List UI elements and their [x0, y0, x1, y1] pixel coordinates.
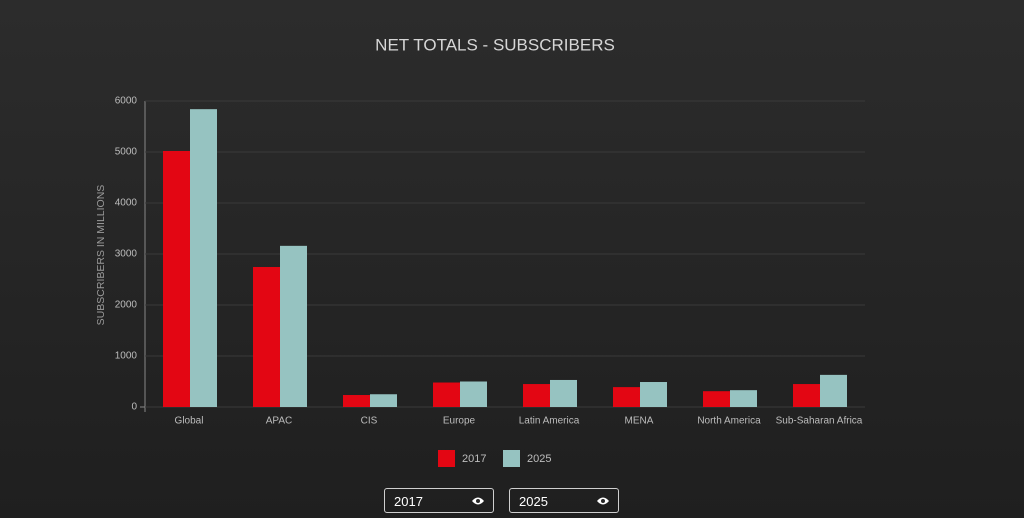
- bar: [163, 150, 190, 408]
- bar: [253, 267, 280, 407]
- bar: [730, 390, 757, 407]
- y-axis-label: SUBSCRIBERS IN MILLIONS: [95, 185, 107, 326]
- bar: [523, 384, 550, 407]
- toggle-label: 2025: [519, 494, 548, 509]
- legend-label: 2025: [527, 453, 551, 465]
- y-tick-label: 1000: [115, 351, 138, 362]
- x-tick-label: Europe: [443, 416, 476, 427]
- chart: NET TOTALS - SUBSCRIBERS SUBSCRIBERS IN …: [95, 35, 865, 467]
- legend-label: 2017: [462, 453, 486, 465]
- x-tick-label: CIS: [361, 416, 378, 427]
- bar: [370, 394, 397, 407]
- y-tick-label: 5000: [115, 147, 138, 158]
- bar: [550, 379, 577, 407]
- x-tick-label: Latin America: [519, 416, 580, 427]
- bar: [793, 384, 820, 407]
- bar: [820, 374, 847, 407]
- legend-swatch: [503, 450, 520, 467]
- x-tick-label: North America: [697, 416, 761, 427]
- bar: [343, 395, 370, 407]
- bar: [703, 391, 730, 407]
- eye-icon: [472, 497, 484, 505]
- x-tick-label: APAC: [266, 416, 293, 427]
- eye-icon: [597, 497, 609, 505]
- x-tick-label: MENA: [625, 416, 654, 427]
- bar: [190, 109, 217, 407]
- bar: [433, 382, 460, 407]
- y-tick-label: 3000: [115, 249, 138, 260]
- bar: [640, 382, 667, 407]
- y-tick-label: 6000: [115, 96, 138, 107]
- x-tick-label: Sub-Saharan Africa: [776, 416, 863, 427]
- x-tick-label: Global: [175, 416, 204, 427]
- y-tick-label: 0: [131, 402, 137, 413]
- bar: [613, 387, 640, 407]
- bar: [280, 245, 307, 407]
- legend-swatch: [438, 450, 455, 467]
- series-toggle[interactable]: 2017: [384, 488, 494, 513]
- y-tick-label: 4000: [115, 198, 138, 209]
- toggle-label: 2017: [394, 494, 423, 509]
- chart-title: NET TOTALS - SUBSCRIBERS: [375, 35, 615, 54]
- bar: [460, 381, 487, 407]
- series-toggle[interactable]: 2025: [509, 488, 619, 513]
- y-tick-label: 2000: [115, 300, 138, 311]
